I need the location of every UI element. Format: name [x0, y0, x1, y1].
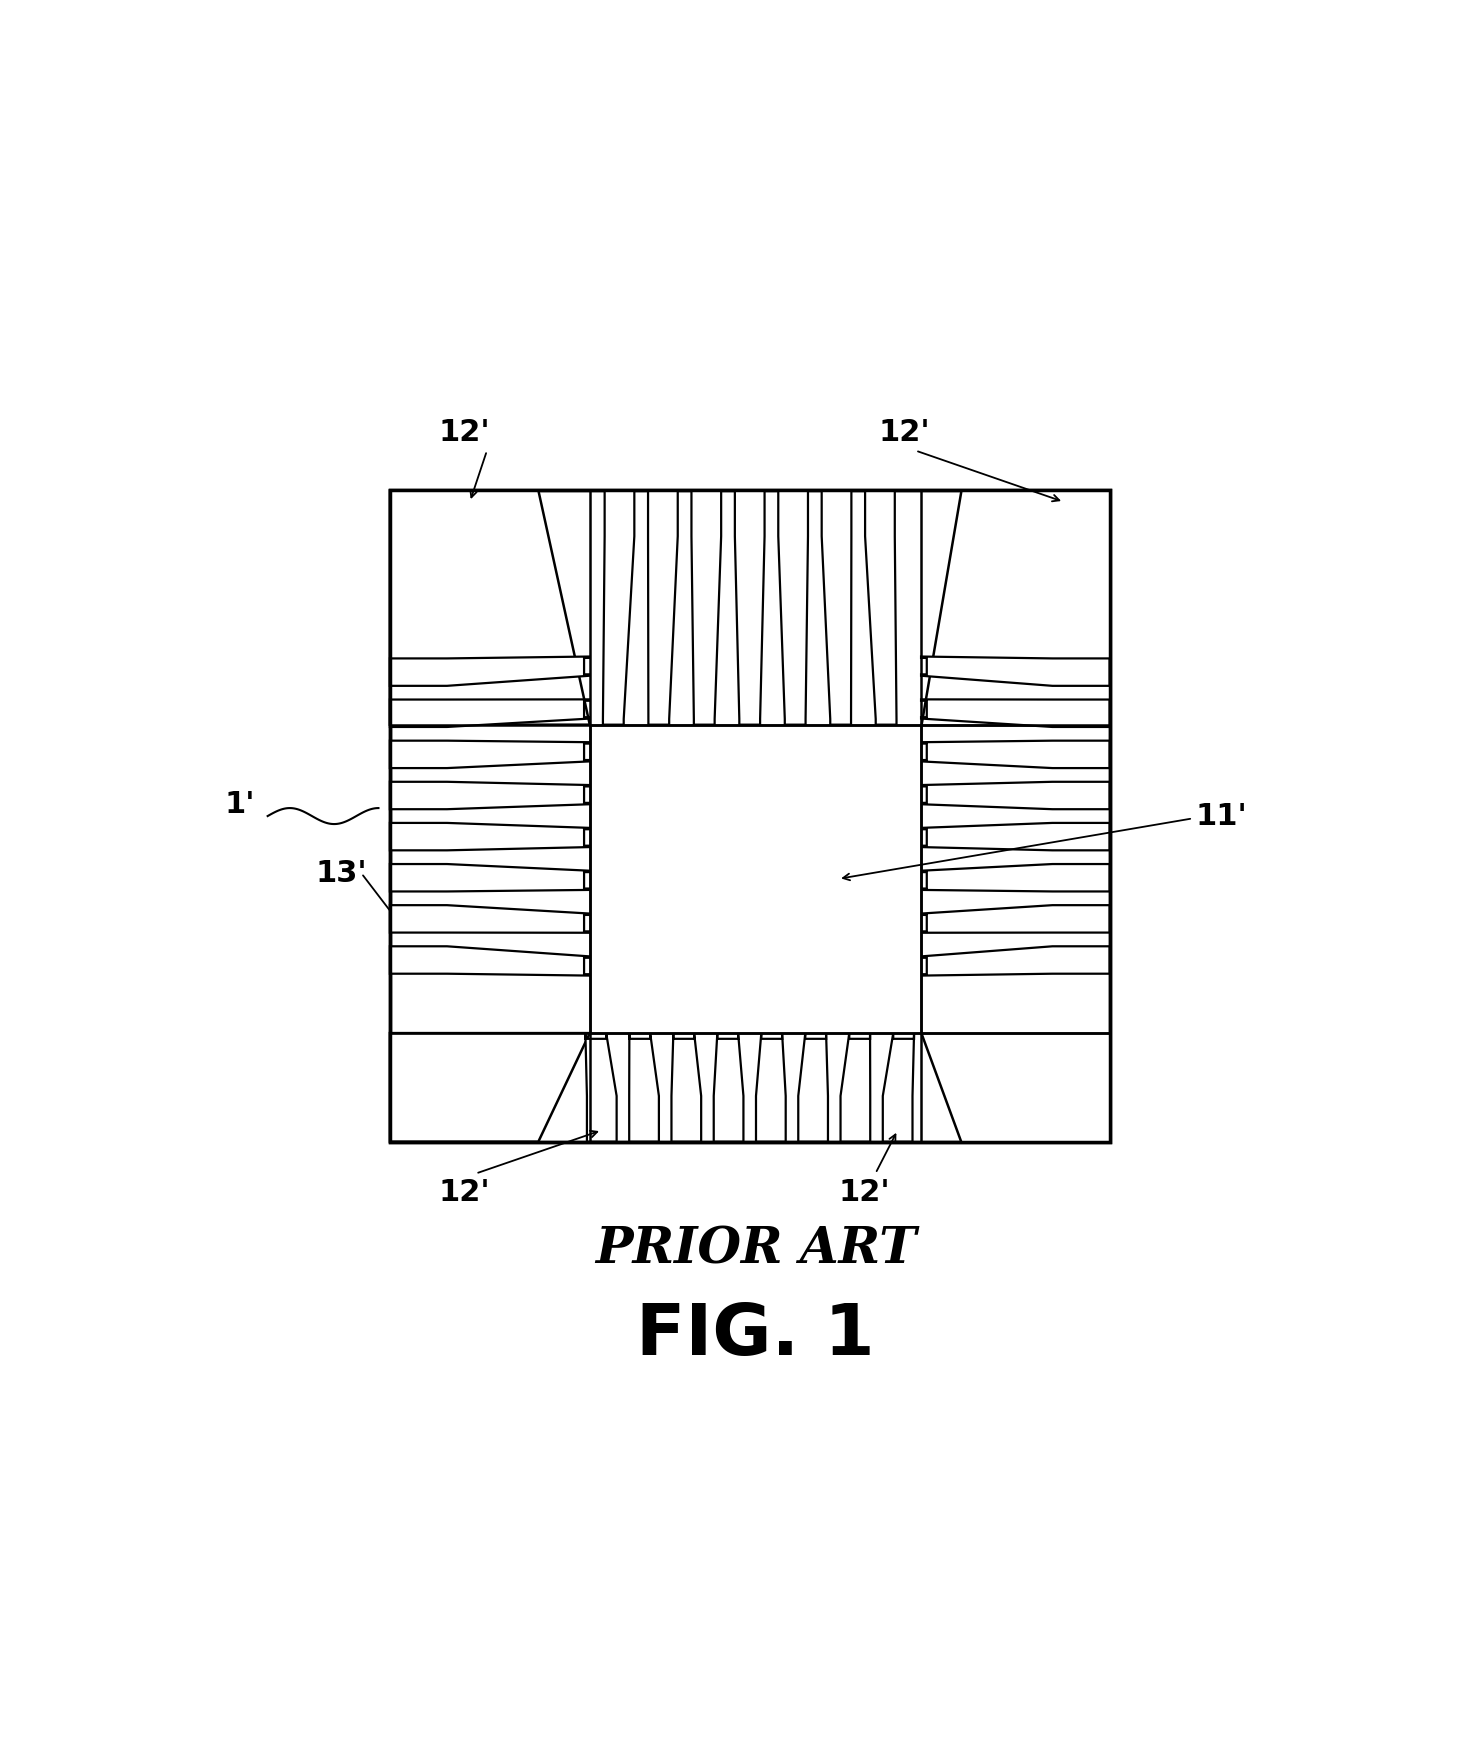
Text: PRIOR ART: PRIOR ART	[594, 1225, 917, 1275]
Text: 12': 12'	[438, 418, 489, 448]
Text: 12': 12'	[839, 1178, 890, 1208]
Polygon shape	[921, 740, 1110, 769]
Text: 12': 12'	[438, 1178, 489, 1208]
Polygon shape	[921, 656, 1110, 686]
Polygon shape	[629, 1033, 659, 1142]
Polygon shape	[389, 656, 590, 686]
Polygon shape	[921, 947, 1110, 975]
Polygon shape	[921, 864, 1110, 892]
Polygon shape	[756, 1033, 786, 1142]
Polygon shape	[389, 700, 590, 726]
Polygon shape	[603, 490, 634, 725]
Polygon shape	[649, 490, 678, 725]
Polygon shape	[389, 740, 590, 769]
Polygon shape	[821, 490, 852, 725]
Polygon shape	[921, 490, 1110, 725]
Text: FIG. 1: FIG. 1	[637, 1301, 874, 1370]
Polygon shape	[865, 490, 896, 725]
Text: 12': 12'	[879, 418, 930, 448]
Polygon shape	[389, 490, 1110, 1142]
Text: 11': 11'	[1195, 802, 1247, 830]
Polygon shape	[921, 823, 1110, 850]
Polygon shape	[389, 1033, 590, 1142]
Polygon shape	[691, 490, 721, 725]
Polygon shape	[585, 1033, 616, 1142]
Text: 13': 13'	[315, 859, 367, 889]
Polygon shape	[672, 1033, 702, 1142]
Polygon shape	[389, 864, 590, 892]
Polygon shape	[736, 490, 765, 725]
Polygon shape	[921, 1033, 1110, 1142]
Polygon shape	[799, 1033, 828, 1142]
Polygon shape	[389, 904, 590, 933]
Polygon shape	[713, 1033, 743, 1142]
Polygon shape	[590, 725, 921, 1033]
Polygon shape	[389, 490, 590, 725]
Polygon shape	[778, 490, 808, 725]
Polygon shape	[883, 1033, 914, 1142]
Polygon shape	[389, 781, 590, 809]
Polygon shape	[840, 1033, 870, 1142]
Polygon shape	[921, 700, 1110, 726]
Polygon shape	[921, 781, 1110, 809]
Polygon shape	[389, 823, 590, 850]
Text: 1': 1'	[224, 790, 255, 820]
Polygon shape	[921, 904, 1110, 933]
Polygon shape	[389, 947, 590, 975]
